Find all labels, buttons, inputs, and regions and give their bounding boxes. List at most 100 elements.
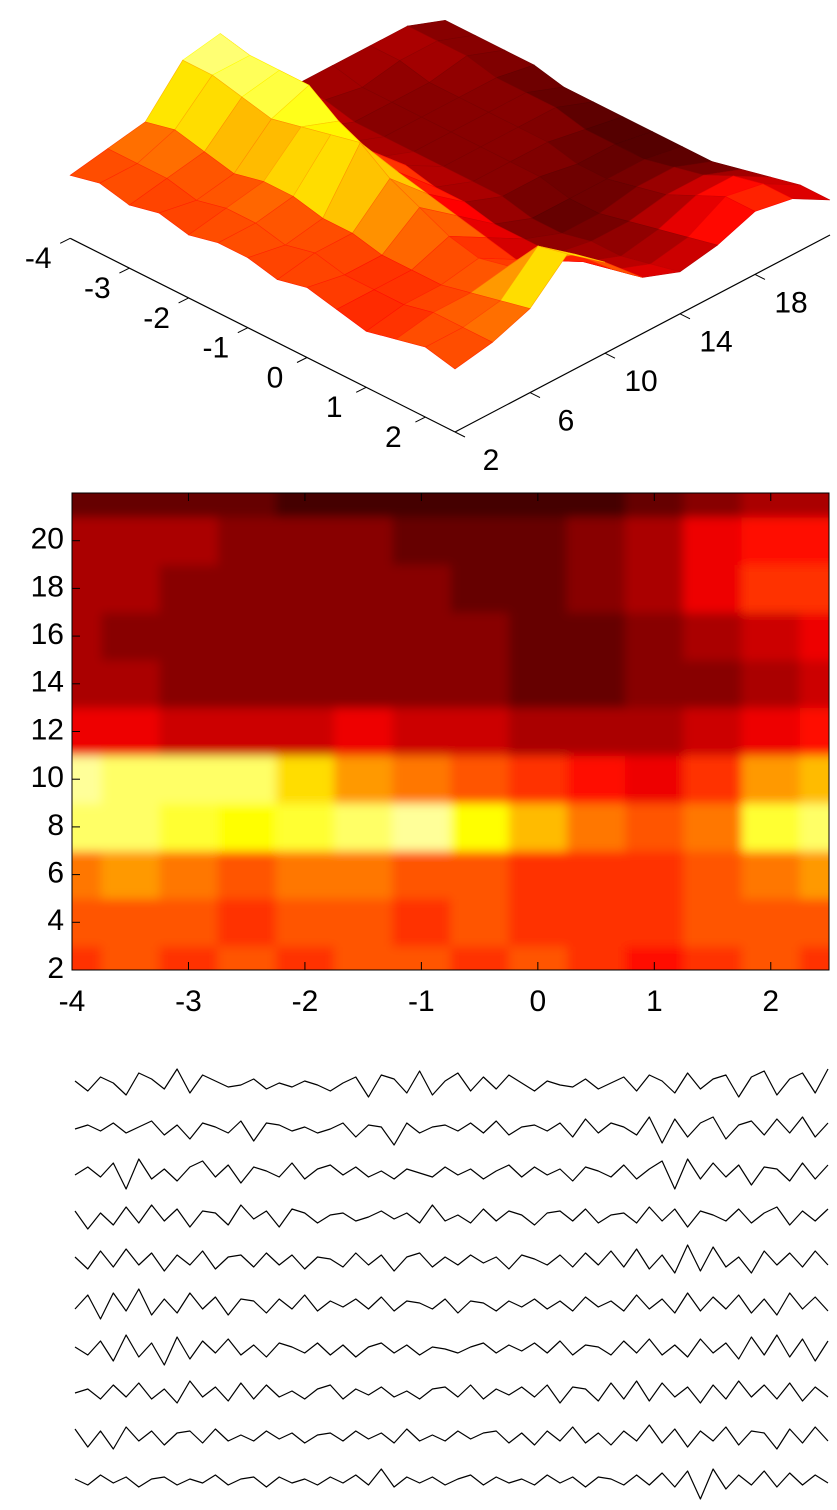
y-tick-label: 4 <box>47 904 64 937</box>
heatmap-cell <box>450 612 510 661</box>
x-tick-label: -2 <box>292 985 319 1018</box>
heatmap-cell <box>625 564 684 613</box>
heatmap-cell <box>101 755 160 804</box>
heatmap-cell <box>217 659 277 709</box>
heatmap-cell <box>566 493 626 518</box>
heatmap-cell <box>275 850 335 899</box>
heatmap-cell <box>450 898 510 947</box>
heatmap-cell <box>159 898 219 947</box>
heatmap-cell <box>799 564 829 613</box>
heatmap-cell <box>101 803 160 852</box>
heatmap-cell <box>392 707 451 756</box>
heatmap-cell <box>508 564 568 613</box>
heatmap-cell <box>741 850 801 899</box>
y-tick-mark <box>679 313 691 320</box>
heatmap-cell <box>508 755 568 804</box>
heatmap-cell <box>275 612 335 661</box>
trace-line <box>74 1380 829 1404</box>
x-tick-label: -3 <box>84 272 111 305</box>
y-tick-mark <box>754 273 766 280</box>
surface-facet <box>424 327 494 370</box>
heatmap-cell <box>101 850 160 899</box>
heatmap-cell <box>334 803 393 852</box>
heatmap-cell <box>392 803 451 852</box>
trace-line <box>74 1424 829 1450</box>
heatmap-cell <box>508 803 568 852</box>
heatmap-cell <box>799 898 829 947</box>
x-tick-label: -4 <box>59 985 86 1018</box>
heatmap-cell <box>334 564 393 613</box>
x-tick-mark <box>296 357 308 363</box>
heatmap-cell <box>741 803 801 852</box>
trace-line <box>74 1116 829 1146</box>
heatmap-cell <box>683 659 743 709</box>
heatmap-cell <box>101 946 160 970</box>
y-tick-label: 10 <box>624 365 657 398</box>
heatmap-cell <box>625 850 684 899</box>
y-tick-label: 6 <box>47 857 64 890</box>
heatmap-cell <box>275 659 335 709</box>
heatmap-cell <box>392 850 451 899</box>
heatmap-cell <box>799 612 829 661</box>
heatmap-cell <box>450 516 510 566</box>
heatmap-cell <box>741 612 801 661</box>
trace-line <box>74 1244 829 1274</box>
heatmap-cell <box>159 612 219 661</box>
trace-line <box>74 1334 829 1366</box>
heatmap-cell <box>683 493 743 518</box>
x-tick-label: 1 <box>326 391 343 424</box>
y-tick-label: 14 <box>31 666 64 699</box>
heatmap-cell <box>508 516 568 566</box>
heatmap-cell <box>101 516 160 566</box>
heatmap-cell <box>799 755 829 804</box>
x-tick-label: 2 <box>385 421 402 454</box>
heatmap-cells <box>72 493 829 970</box>
x-tick-label: 0 <box>267 361 284 394</box>
y-tick-label: 2 <box>483 444 500 477</box>
x-tick-mark <box>178 297 189 304</box>
heatmap-cell <box>450 707 510 756</box>
heatmap-cell <box>334 707 393 756</box>
heatmap-cell <box>101 659 160 709</box>
heatmap-cell <box>217 493 277 518</box>
heatmap-cell <box>217 898 277 947</box>
heatmap-cell <box>683 564 743 613</box>
heatmap-cell <box>159 755 219 804</box>
heatmap-cell <box>683 707 743 756</box>
heatmap-cell <box>741 659 801 709</box>
heatmap-cell <box>159 850 219 899</box>
heatmap-cell <box>508 612 568 661</box>
heatmap-cell <box>683 516 743 566</box>
trace-line <box>74 1158 829 1190</box>
heatmap-cell <box>275 516 335 566</box>
heatmap-cell <box>217 564 277 613</box>
heatmap-cell <box>275 564 335 613</box>
heatmap-cell <box>217 946 277 970</box>
heatmap-cell <box>799 493 829 518</box>
y-tick-label: 8 <box>47 809 64 842</box>
y-tick-label: 10 <box>31 761 64 794</box>
x-tick-label: -2 <box>143 302 170 335</box>
heatmap-cell <box>799 659 829 709</box>
heatmap-cell <box>566 612 626 661</box>
x-tick-label: -3 <box>175 985 202 1018</box>
heatmap-cell <box>392 946 451 970</box>
heatmap-cell <box>217 612 277 661</box>
heatmap-cell <box>566 659 626 709</box>
x-tick-mark <box>59 237 71 244</box>
heatmap-cell <box>625 755 684 804</box>
y-tick-label: 2 <box>47 952 64 985</box>
heatmap-cell <box>159 564 219 613</box>
heatmap-cell <box>101 612 160 661</box>
y-tick-mark <box>604 352 616 359</box>
y-tick-label: 14 <box>699 326 732 359</box>
heatmap-cell <box>683 850 743 899</box>
heatmap-cell <box>450 493 510 518</box>
y-tick-label: 16 <box>31 618 64 651</box>
heatmap-cell <box>392 516 451 566</box>
heatmap-cell <box>334 516 393 566</box>
heatmap-cell <box>741 564 801 613</box>
heatmap-cell <box>392 659 451 709</box>
